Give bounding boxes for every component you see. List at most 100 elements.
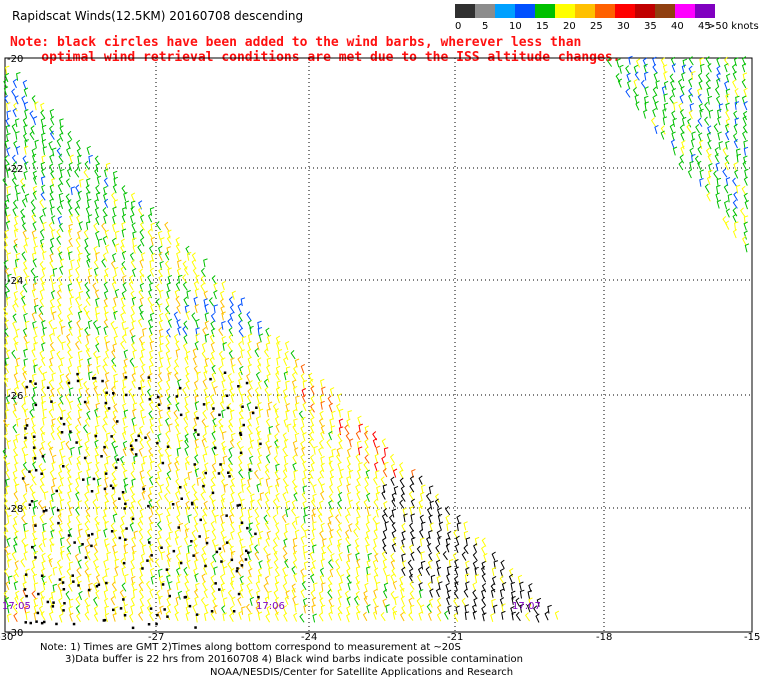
wind-barb (699, 178, 704, 187)
wind-barb (743, 192, 748, 203)
wind-barb (533, 605, 539, 615)
wind-barb (24, 109, 29, 119)
wind-barb (464, 573, 470, 583)
wind-barb (229, 304, 235, 314)
contamination-marker (228, 475, 231, 478)
map-grid (4, 57, 753, 633)
contamination-marker (134, 439, 138, 442)
wind-barb (300, 568, 305, 578)
wind-barb (167, 318, 173, 328)
wind-barb (282, 582, 288, 593)
wind-barb (7, 558, 12, 568)
wind-barb (139, 310, 144, 321)
wind-barb (356, 468, 362, 478)
wind-barb (240, 507, 246, 517)
wind-barb (49, 499, 54, 509)
wind-barb (346, 455, 351, 465)
wind-barb (222, 445, 227, 456)
wind-barb (213, 282, 218, 292)
wind-barb (633, 78, 638, 89)
wind-barb (347, 553, 352, 563)
wind-barb (355, 453, 361, 463)
wind-barb (725, 118, 731, 128)
wind-barb (25, 275, 30, 285)
wind-barb (22, 79, 28, 90)
wind-barb (697, 146, 702, 156)
wind-barb (3, 417, 8, 427)
wind-barb (148, 558, 154, 568)
wind-barb (122, 440, 128, 450)
wind-barb (716, 57, 721, 67)
contamination-marker (62, 609, 65, 612)
wind-barb (463, 530, 469, 540)
wind-barb (50, 423, 56, 433)
wind-barb (131, 222, 136, 232)
wind-barb (192, 431, 198, 441)
wind-barb (57, 215, 63, 226)
wind-barb (634, 94, 639, 104)
wind-barb (205, 401, 211, 411)
wind-barb (321, 545, 326, 555)
wind-barb (4, 568, 10, 578)
wind-barb (274, 408, 279, 418)
contamination-marker (72, 622, 76, 626)
wind-barb (257, 380, 262, 390)
wind-barb (84, 544, 90, 555)
wind-barb (329, 507, 334, 518)
wind-barb (185, 461, 190, 471)
wind-barb (741, 56, 747, 66)
wind-barb (481, 537, 487, 547)
wind-barb (481, 605, 486, 616)
colorbar-tick-label: 0 (455, 21, 462, 32)
wind-barb (59, 477, 65, 487)
contamination-marker (69, 430, 72, 433)
contamination-marker (141, 567, 144, 570)
wind-barb (86, 145, 91, 155)
wind-barb (401, 553, 406, 563)
contamination-marker (43, 620, 46, 624)
contamination-marker (209, 377, 212, 381)
wind-barb (86, 410, 91, 420)
wind-barb (95, 402, 101, 412)
wind-barb (410, 498, 415, 508)
wind-barb (445, 537, 451, 547)
wind-barb (705, 72, 711, 82)
wind-barb (120, 266, 125, 276)
wind-barb (310, 424, 315, 434)
wind-barb (426, 507, 432, 517)
wind-barb (21, 537, 27, 548)
wind-barb (31, 229, 37, 240)
wind-barb (50, 170, 55, 180)
wind-barb (734, 101, 740, 110)
wind-barb (654, 100, 659, 110)
wind-barb (228, 296, 234, 306)
wind-barb (291, 478, 297, 488)
contamination-marker (198, 535, 201, 538)
wind-barb (58, 613, 64, 623)
wind-barb (353, 595, 359, 606)
wind-barb (76, 612, 81, 623)
contamination-marker (124, 502, 127, 506)
wind-barb (210, 402, 215, 412)
wind-barb (65, 393, 70, 403)
wind-barb (111, 433, 117, 443)
wind-barb (246, 311, 252, 321)
wind-barb (104, 311, 109, 321)
wind-barb (149, 312, 155, 322)
wind-barb (95, 312, 100, 322)
contamination-marker (232, 610, 236, 613)
wind-barb (266, 357, 272, 367)
wind-barb (319, 574, 325, 584)
wind-barb (700, 63, 705, 73)
contamination-marker (248, 468, 252, 471)
wind-barb (670, 80, 675, 90)
wind-barb (474, 566, 479, 576)
wind-barb (59, 265, 64, 275)
wind-barb (183, 483, 188, 493)
wind-barb (105, 349, 110, 359)
wind-barb (5, 296, 11, 306)
wind-barb (357, 415, 362, 425)
wind-barb (291, 566, 297, 576)
contamination-marker (121, 491, 125, 494)
contamination-marker (25, 594, 28, 598)
